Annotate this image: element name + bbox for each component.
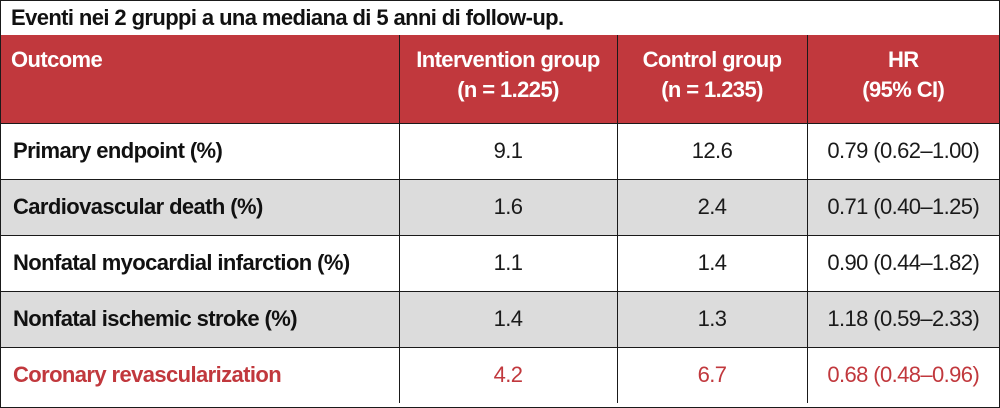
row-control-value: 1.3 [616, 290, 808, 348]
table-row: Primary endpoint (%) 9.1 12.6 0.79 (0.62… [1, 122, 999, 180]
header-control-label: Control group [642, 47, 782, 72]
row-hr-value: 0.71 (0.40–1.25) [806, 178, 999, 236]
row-intervention-value: 1.4 [398, 290, 618, 348]
row-outcome-name: Nonfatal ischemic stroke (%) [1, 290, 400, 348]
header-control-group: Control group (n = 1.235) [616, 35, 808, 124]
header-intervention-n: (n = 1.225) [457, 77, 559, 102]
table-row: Nonfatal ischemic stroke (%) 1.4 1.3 1.1… [1, 290, 999, 348]
row-hr-value: 0.90 (0.44–1.82) [806, 234, 999, 292]
row-intervention-value: 9.1 [398, 122, 618, 180]
table-caption: Eventi nei 2 gruppi a una mediana di 5 a… [11, 5, 564, 30]
row-hr-value: 0.79 (0.62–1.00) [806, 122, 999, 180]
row-intervention-value: 4.2 [398, 346, 618, 403]
header-intervention-label: Intervention group [416, 47, 600, 72]
table-row: Cardiovascular death (%) 1.6 2.4 0.71 (0… [1, 178, 999, 236]
row-outcome-name: Coronary revascularization [1, 346, 400, 403]
row-outcome-name: Nonfatal myocardial infarction (%) [1, 234, 400, 292]
header-outcome: Outcome [1, 35, 400, 124]
row-control-value: 12.6 [616, 122, 808, 180]
row-hr-value: 0.68 (0.48–0.96) [806, 346, 999, 403]
row-control-value: 1.4 [616, 234, 808, 292]
table-header-row: Outcome Intervention group (n = 1.225) C… [1, 35, 999, 124]
header-intervention-group: Intervention group (n = 1.225) [398, 35, 618, 124]
table-row: Coronary revascularization 4.2 6.7 0.68 … [1, 346, 999, 403]
header-outcome-label: Outcome [11, 47, 103, 72]
row-hr-value: 1.18 (0.59–2.33) [806, 290, 999, 348]
row-outcome-name: Primary endpoint (%) [1, 122, 400, 180]
header-control-n: (n = 1.235) [661, 77, 763, 102]
table-row: Nonfatal myocardial infarction (%) 1.1 1… [1, 234, 999, 292]
results-table: Outcome Intervention group (n = 1.225) C… [1, 35, 999, 403]
header-hr-label: HR [887, 47, 919, 72]
row-control-value: 2.4 [616, 178, 808, 236]
row-intervention-value: 1.1 [398, 234, 618, 292]
row-control-value: 6.7 [616, 346, 808, 403]
row-outcome-name: Cardiovascular death (%) [1, 178, 400, 236]
row-intervention-value: 1.6 [398, 178, 618, 236]
header-hr: HR (95% CI) [806, 35, 999, 124]
header-hr-ci: (95% CI) [862, 77, 945, 102]
